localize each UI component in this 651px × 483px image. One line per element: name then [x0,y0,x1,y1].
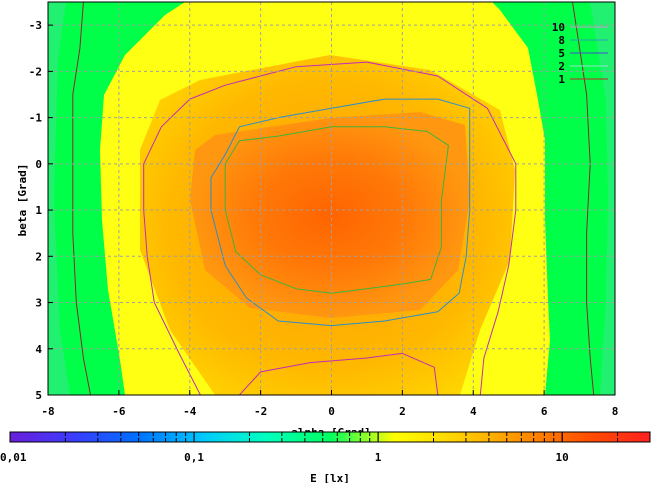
x-tick-label: 8 [612,405,619,418]
colorbar: 0,01 0,1 1 10 [0,431,651,464]
field-core [190,112,470,318]
contour-line-2 [143,61,517,395]
x-tick-label: 4 [470,405,477,418]
legend-label: 10 [552,21,565,34]
x-tick-label: 2 [399,405,406,418]
y-tick-label: 4 [35,343,42,356]
contour-line-1 [72,2,91,395]
contour-line-8 [224,126,449,294]
y-tick-label: -2 [29,65,42,78]
colorbar-tick-label: 1 [375,451,382,464]
field-right-edge [590,2,615,395]
x-tick-label: 6 [541,405,548,418]
legend-label: 2 [558,60,565,73]
contour-lines [72,2,595,395]
legend-label: 8 [558,34,565,47]
contour-line-5 [210,98,471,327]
x-axis-ticks: -8 -6 -4 -2 0 2 4 6 8 [41,390,618,418]
y-tick-label: 1 [35,204,42,217]
x-tick-label: 0 [328,405,335,418]
legend-label: 5 [558,47,565,60]
x-tick-label: -8 [41,405,54,418]
x-tick-label: -2 [254,405,267,418]
colorbar-fill [10,432,650,442]
legend-label: 1 [558,73,565,86]
grid-lines [48,2,615,395]
x-tick-label: -4 [183,405,197,418]
colorbar-label: E [lx] [310,472,350,483]
y-tick-label: 5 [35,389,42,402]
colorbar-tick-label: 0,01 [0,451,27,464]
y-tick-label: 0 [35,158,42,171]
colorbar-ticks: 0,01 0,1 1 10 [0,432,651,464]
y-tick-label: 3 [35,297,42,310]
colorbar-tick-label: 10 [556,451,569,464]
y-tick-label: -1 [29,112,43,125]
y-tick-label: 2 [35,250,42,263]
field-left-edge [48,2,70,395]
y-axis-ticks: -3 -2 -1 0 1 2 3 4 5 [29,19,53,402]
y-tick-label: -3 [29,19,42,32]
x-tick-label: -6 [112,405,126,418]
y-axis-label: beta [Grad] [16,164,29,237]
colorbar-tick-label: 0,1 [184,451,204,464]
